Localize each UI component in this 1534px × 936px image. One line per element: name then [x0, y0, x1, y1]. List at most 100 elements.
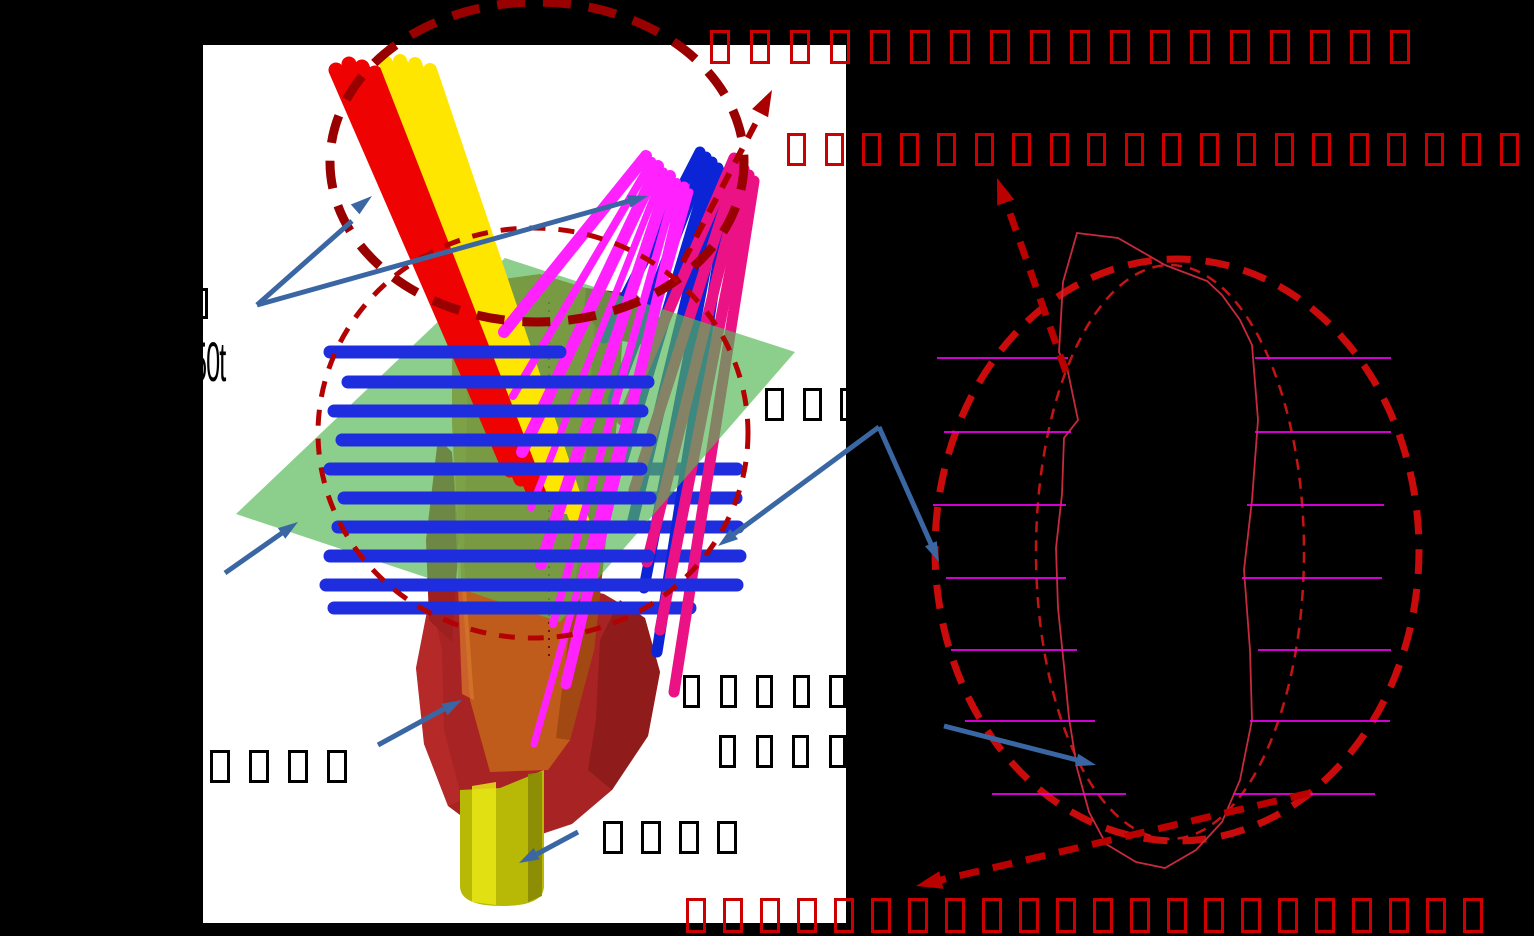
missing-glyph-box [683, 675, 700, 708]
missing-glyph-box [871, 898, 891, 933]
title-text-line2 [787, 133, 1519, 166]
orebody-contour [1055, 232, 1259, 869]
missing-glyph-box [719, 675, 737, 708]
missing-glyph-box [1241, 898, 1261, 933]
caption-text-bottom [686, 898, 1483, 933]
missing-glyph-box [1230, 30, 1250, 64]
missing-glyph-box [1012, 133, 1031, 166]
missing-glyph-box [719, 735, 736, 768]
missing-glyph-box [982, 898, 1002, 933]
missing-glyph-box [717, 821, 737, 854]
missing-glyph-box [249, 750, 269, 783]
missing-glyph-box [797, 898, 817, 933]
label-orebody [210, 750, 347, 783]
missing-glyph-box [829, 675, 847, 708]
missing-glyph-box [1030, 30, 1050, 64]
missing-glyph-box [710, 30, 730, 64]
missing-glyph-box [945, 898, 965, 933]
missing-glyph-box [679, 821, 699, 854]
leader-arrowheads [277, 195, 1096, 863]
missing-glyph-box [210, 750, 230, 783]
missing-glyph-box [1310, 30, 1330, 64]
missing-glyph-box [184, 288, 208, 319]
missing-glyph-box [824, 133, 844, 166]
missing-glyph-box [1352, 898, 1372, 933]
missing-glyph-box [1204, 898, 1224, 933]
missing-glyph-box [792, 735, 810, 768]
missing-glyph-box [1462, 133, 1481, 166]
missing-glyph-box [327, 750, 347, 783]
missing-glyph-box [1463, 898, 1483, 933]
detail-panel [916, 178, 1423, 889]
missing-glyph-box [802, 388, 822, 421]
leader-arrows [223, 198, 1078, 857]
missing-glyph-box [603, 821, 623, 854]
level-lines [933, 357, 1391, 795]
missing-glyph-box [723, 898, 743, 933]
raise-cylinder [460, 770, 544, 906]
missing-glyph-box [950, 30, 970, 64]
missing-glyph-box [756, 675, 774, 708]
missing-glyph-box [787, 133, 806, 166]
missing-glyph-box [870, 30, 890, 64]
dashed-ellipse-detail-inner [1034, 263, 1306, 841]
missing-glyph-box [760, 898, 780, 933]
missing-glyph-box [1130, 898, 1150, 933]
dashed-arrow-detail-down [916, 789, 1311, 889]
missing-glyph-box [1278, 898, 1298, 933]
missing-glyph-box [910, 30, 930, 64]
label-tonnage-box [184, 288, 208, 319]
missing-glyph-box [908, 898, 928, 933]
missing-glyph-box [1019, 898, 1039, 933]
missing-glyph-box [840, 388, 859, 421]
label-mid-right-line2 [719, 735, 846, 768]
missing-glyph-box [1124, 133, 1144, 166]
missing-glyph-box [1237, 133, 1256, 166]
missing-glyph-box [1093, 898, 1113, 933]
label-fan-rings [765, 388, 859, 421]
missing-glyph-box [862, 133, 881, 166]
missing-glyph-box [790, 30, 810, 64]
missing-glyph-box [1312, 133, 1331, 166]
label-raise [603, 821, 737, 854]
missing-glyph-box [1199, 133, 1219, 166]
missing-glyph-box [288, 750, 308, 783]
missing-glyph-box [1387, 133, 1406, 166]
missing-glyph-box [765, 388, 784, 421]
missing-glyph-box [1315, 898, 1335, 933]
label-mid-right-line1 [683, 675, 847, 708]
missing-glyph-box [755, 735, 773, 768]
missing-glyph-box [828, 735, 846, 768]
blast-rings-left [319, 345, 742, 615]
missing-glyph-box [1274, 133, 1294, 166]
dashed-arrow-to-top-text [680, 90, 772, 264]
missing-glyph-box [686, 898, 706, 933]
missing-glyph-box [1190, 30, 1210, 64]
missing-glyph-box [834, 898, 854, 933]
missing-glyph-box [1162, 133, 1181, 166]
dashed-ellipse-detail-outer [931, 255, 1423, 845]
missing-glyph-box [1049, 133, 1069, 166]
missing-glyph-box [1390, 30, 1410, 64]
dashed-ellipse-upper-fans [325, 0, 749, 327]
missing-glyph-box [974, 133, 994, 166]
missing-glyph-box [750, 30, 770, 64]
missing-glyph-box [641, 821, 661, 854]
missing-glyph-box [1499, 133, 1519, 166]
missing-glyph-box [1150, 30, 1170, 64]
missing-glyph-box [990, 30, 1010, 64]
title-text-line1 [710, 30, 1410, 64]
missing-glyph-box [1426, 898, 1446, 933]
missing-glyph-box [1167, 898, 1187, 933]
missing-glyph-box [1110, 30, 1130, 64]
missing-glyph-box [937, 133, 956, 166]
missing-glyph-box [1056, 898, 1076, 933]
missing-glyph-box [1270, 30, 1290, 64]
missing-glyph-box [792, 675, 810, 708]
missing-glyph-box [830, 30, 850, 64]
missing-glyph-box [1424, 133, 1444, 166]
missing-glyph-box [1389, 898, 1409, 933]
missing-glyph-box [1350, 30, 1370, 64]
